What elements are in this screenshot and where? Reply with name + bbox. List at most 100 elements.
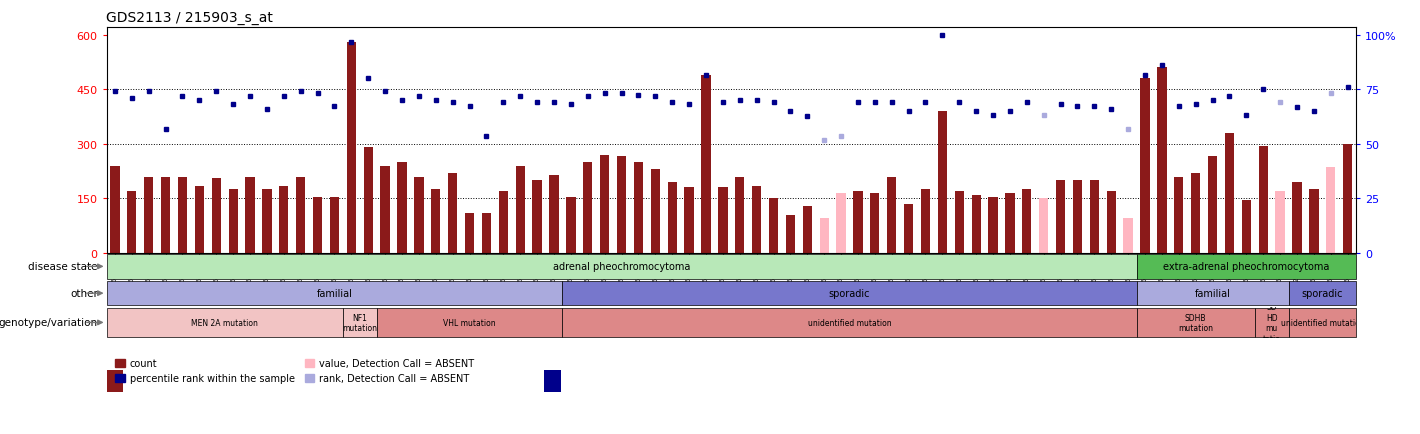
Bar: [229, 190, 237, 253]
Text: familial: familial: [1194, 289, 1231, 299]
Bar: [1292, 183, 1302, 253]
Bar: [584, 163, 592, 253]
Bar: [1140, 79, 1150, 253]
Bar: [280, 186, 288, 253]
Text: NF1
mutation: NF1 mutation: [342, 313, 378, 332]
Bar: [160, 177, 170, 253]
Text: adrenal pheochromocytoma: adrenal pheochromocytoma: [552, 262, 690, 272]
Bar: [106, 370, 124, 392]
Legend: count, percentile rank within the sample, value, Detection Call = ABSENT, rank, : count, percentile rank within the sample…: [111, 355, 479, 387]
Bar: [544, 370, 561, 392]
Bar: [870, 194, 879, 253]
Bar: [128, 192, 136, 253]
Bar: [768, 199, 778, 253]
Bar: [736, 177, 744, 253]
Bar: [212, 179, 222, 253]
Text: SDHB
mutation: SDHB mutation: [1179, 313, 1213, 332]
Bar: [1309, 190, 1319, 253]
Bar: [971, 195, 981, 253]
Bar: [562, 281, 1136, 306]
Bar: [498, 192, 508, 253]
Bar: [753, 186, 761, 253]
Bar: [1275, 192, 1285, 253]
Bar: [246, 177, 254, 253]
Bar: [1089, 181, 1099, 253]
Bar: [719, 188, 727, 253]
Bar: [667, 183, 677, 253]
Text: disease state: disease state: [28, 262, 98, 272]
Bar: [1191, 174, 1200, 253]
Bar: [1056, 181, 1065, 253]
Bar: [1255, 308, 1288, 337]
Text: SD
HD
mu
tatio: SD HD mu tatio: [1262, 302, 1281, 343]
Bar: [1005, 194, 1014, 253]
Text: MEN 2A mutation: MEN 2A mutation: [192, 318, 258, 327]
Bar: [1136, 308, 1255, 337]
Bar: [346, 43, 356, 253]
Bar: [1174, 177, 1183, 253]
Text: unidentified mutation: unidentified mutation: [1281, 318, 1365, 327]
Bar: [1136, 254, 1356, 279]
Bar: [1288, 308, 1356, 337]
Bar: [550, 175, 558, 253]
Bar: [376, 308, 562, 337]
Bar: [1022, 190, 1031, 253]
Bar: [1123, 219, 1133, 253]
Bar: [481, 214, 491, 253]
Bar: [601, 155, 609, 253]
Bar: [312, 197, 322, 253]
Bar: [1106, 192, 1116, 253]
Bar: [1225, 134, 1234, 253]
Bar: [515, 166, 525, 253]
Bar: [819, 219, 829, 253]
Bar: [785, 215, 795, 253]
Bar: [562, 308, 1136, 337]
Bar: [954, 192, 964, 253]
Bar: [178, 177, 187, 253]
Bar: [464, 214, 474, 253]
Bar: [1157, 68, 1167, 253]
Bar: [905, 204, 913, 253]
Bar: [633, 163, 643, 253]
Bar: [381, 166, 389, 253]
Bar: [106, 281, 562, 306]
Bar: [650, 170, 660, 253]
Bar: [1288, 281, 1356, 306]
Bar: [1074, 181, 1082, 253]
Bar: [106, 254, 1136, 279]
Bar: [1343, 145, 1352, 253]
Bar: [398, 163, 406, 253]
Text: sporadic: sporadic: [829, 289, 870, 299]
Bar: [1039, 199, 1048, 253]
Text: familial: familial: [317, 289, 352, 299]
Bar: [364, 148, 373, 253]
Bar: [1241, 201, 1251, 253]
Bar: [701, 76, 710, 253]
Text: sporadic: sporadic: [1302, 289, 1343, 299]
Bar: [1326, 168, 1335, 253]
Bar: [342, 308, 376, 337]
Bar: [567, 197, 575, 253]
Bar: [684, 188, 694, 253]
Text: other: other: [70, 289, 98, 299]
Bar: [920, 190, 930, 253]
Text: extra-adrenal pheochromocytoma: extra-adrenal pheochromocytoma: [1163, 262, 1329, 272]
Bar: [143, 177, 153, 253]
Bar: [888, 177, 896, 253]
Bar: [616, 157, 626, 253]
Text: VHL mutation: VHL mutation: [443, 318, 496, 327]
Bar: [532, 181, 542, 253]
Bar: [1258, 146, 1268, 253]
Bar: [988, 197, 998, 253]
Bar: [1208, 157, 1217, 253]
Bar: [329, 197, 339, 253]
Bar: [802, 206, 812, 253]
Text: GDS2113 / 215903_s_at: GDS2113 / 215903_s_at: [106, 11, 274, 25]
Bar: [449, 174, 457, 253]
Bar: [111, 166, 119, 253]
Bar: [263, 190, 271, 253]
Bar: [106, 308, 342, 337]
Bar: [1136, 281, 1288, 306]
Text: genotype/variation: genotype/variation: [0, 318, 98, 328]
Bar: [853, 192, 862, 253]
